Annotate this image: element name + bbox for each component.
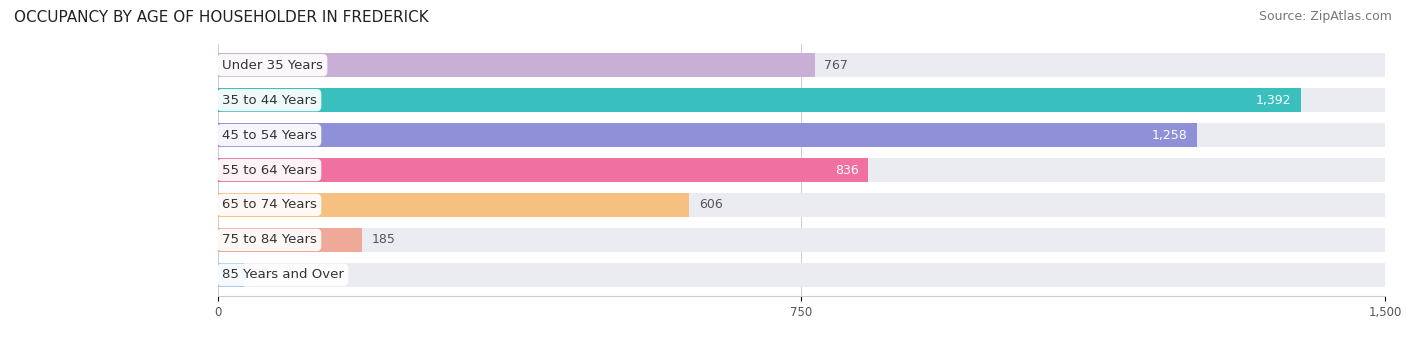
Bar [218,53,814,77]
Bar [218,228,361,252]
Text: OCCUPANCY BY AGE OF HOUSEHOLDER IN FREDERICK: OCCUPANCY BY AGE OF HOUSEHOLDER IN FREDE… [14,10,429,25]
Bar [218,88,1301,112]
Text: Source: ZipAtlas.com: Source: ZipAtlas.com [1258,10,1392,23]
Text: 65 to 74 Years: 65 to 74 Years [222,199,316,211]
Bar [218,53,1385,77]
Text: 1,258: 1,258 [1152,129,1187,141]
Bar [218,123,1385,147]
Bar [218,263,243,287]
Bar [218,158,1385,182]
Text: 606: 606 [699,199,723,211]
Text: 185: 185 [371,233,395,246]
Bar [218,123,1197,147]
Bar [218,158,869,182]
Text: 55 to 64 Years: 55 to 64 Years [222,164,316,176]
Bar [218,228,1385,252]
Text: 836: 836 [835,164,859,176]
Text: Under 35 Years: Under 35 Years [222,59,323,72]
Text: 767: 767 [824,59,848,72]
Text: 75 to 84 Years: 75 to 84 Years [222,233,316,246]
Bar [218,193,689,217]
Text: 35 to 44 Years: 35 to 44 Years [222,94,316,107]
Text: 33: 33 [253,268,269,281]
Bar [218,193,1385,217]
Bar [218,88,1385,112]
Text: 85 Years and Over: 85 Years and Over [222,268,343,281]
Bar [218,263,1385,287]
Text: 45 to 54 Years: 45 to 54 Years [222,129,316,141]
Text: 1,392: 1,392 [1256,94,1292,107]
